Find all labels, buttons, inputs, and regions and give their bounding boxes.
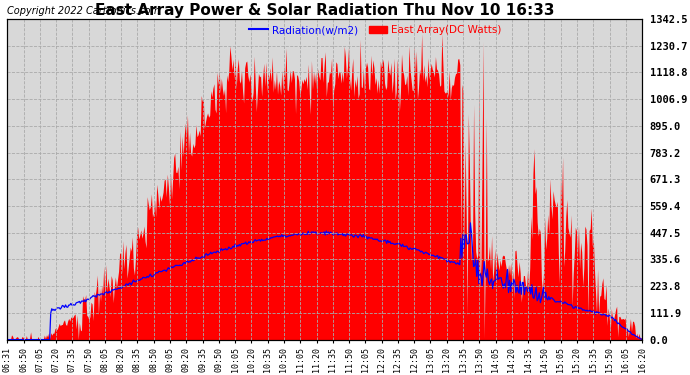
Legend: Radiation(w/m2), East Array(DC Watts): Radiation(w/m2), East Array(DC Watts) bbox=[245, 21, 506, 39]
Text: Copyright 2022 Cartronics.com: Copyright 2022 Cartronics.com bbox=[8, 6, 160, 16]
Title: East Array Power & Solar Radiation Thu Nov 10 16:33: East Array Power & Solar Radiation Thu N… bbox=[95, 3, 555, 18]
